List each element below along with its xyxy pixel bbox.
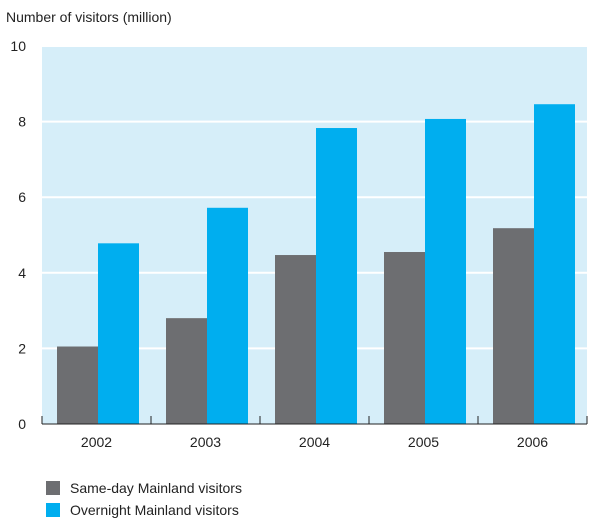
y-tick-10: 10 bbox=[10, 38, 26, 54]
x-tick-2002: 2002 bbox=[81, 434, 112, 450]
bar-same-day-2006 bbox=[493, 228, 534, 424]
legend-label-same-day: Same-day Mainland visitors bbox=[70, 480, 242, 496]
bar-overnight-2004 bbox=[316, 128, 357, 424]
bar-same-day-2005 bbox=[384, 252, 425, 424]
y-tick-8: 8 bbox=[18, 114, 26, 130]
x-tick-labels: 2002 2003 2004 2005 2006 bbox=[81, 434, 548, 450]
legend-item-overnight: Overnight Mainland visitors bbox=[46, 502, 239, 518]
bar-same-day-2004 bbox=[275, 255, 316, 424]
bars bbox=[57, 104, 575, 424]
axes bbox=[41, 416, 588, 425]
bar-same-day-2002 bbox=[57, 346, 98, 424]
bar-overnight-2003 bbox=[207, 207, 248, 424]
legend-item-same-day: Same-day Mainland visitors bbox=[46, 480, 242, 496]
y-axis-label: Number of visitors (million) bbox=[6, 9, 172, 25]
legend-label-overnight: Overnight Mainland visitors bbox=[70, 502, 239, 518]
y-tick-labels: 0 2 4 6 8 10 bbox=[10, 38, 26, 432]
bar-overnight-2002 bbox=[98, 243, 139, 424]
x-tick-2003: 2003 bbox=[190, 434, 221, 450]
bar-overnight-2005 bbox=[425, 118, 466, 424]
y-tick-6: 6 bbox=[18, 189, 26, 205]
legend-swatch-overnight bbox=[46, 503, 60, 517]
x-tick-2004: 2004 bbox=[299, 434, 330, 450]
x-tick-2005: 2005 bbox=[408, 434, 439, 450]
legend-swatch-same-day bbox=[46, 481, 60, 495]
y-tick-2: 2 bbox=[18, 340, 26, 356]
bar-overnight-2006 bbox=[534, 104, 575, 424]
bar-same-day-2003 bbox=[166, 318, 207, 424]
y-tick-0: 0 bbox=[18, 416, 26, 432]
y-tick-4: 4 bbox=[18, 265, 26, 281]
x-tick-2006: 2006 bbox=[517, 434, 548, 450]
